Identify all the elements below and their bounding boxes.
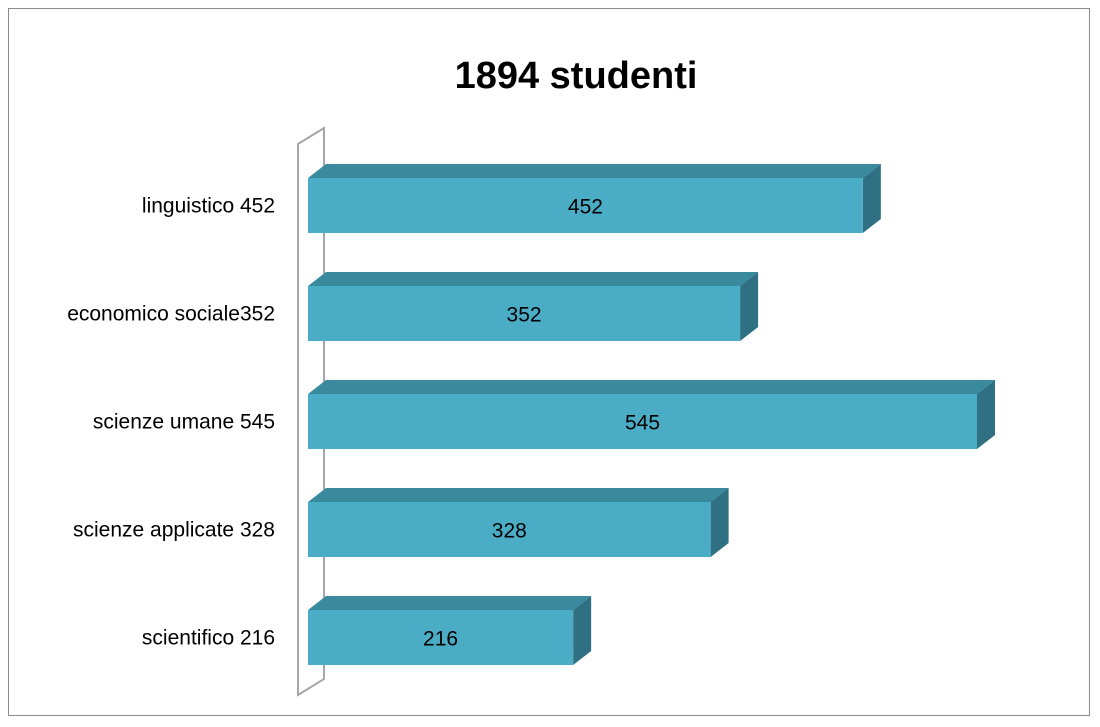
bar-side-face xyxy=(710,488,729,557)
bar-side-face xyxy=(573,596,592,665)
category-label: linguistico 452 xyxy=(142,195,275,218)
data-label: 452 xyxy=(568,196,603,219)
chart-title: 1894 studenti xyxy=(455,55,698,97)
category-label: scientifico 216 xyxy=(142,627,275,650)
bar-top-face xyxy=(308,596,592,610)
bar-front-face xyxy=(308,178,863,233)
category-label: economico sociale352 xyxy=(67,303,275,326)
category-labels: linguistico 452 economico sociale352 scien… xyxy=(67,195,275,650)
category-axis-wall xyxy=(297,126,325,697)
bar-side-face xyxy=(977,380,995,449)
category-label: scienze umane 545 xyxy=(93,411,275,434)
bar-5 xyxy=(308,596,592,665)
category-label: scienze applicate 328 xyxy=(73,519,275,542)
bar-top-face xyxy=(308,272,759,286)
bar-3 xyxy=(308,380,995,449)
bars: 452 352 545 328 216 xyxy=(308,164,995,665)
bar-front-face xyxy=(308,502,711,557)
data-label: 545 xyxy=(625,412,660,435)
bar-1 xyxy=(308,164,881,233)
data-label: 216 xyxy=(423,628,458,651)
bar-front-face xyxy=(308,286,741,341)
data-label: 352 xyxy=(507,304,542,327)
axis-wall-outline xyxy=(297,126,325,697)
bar-top-face xyxy=(308,164,881,178)
bar-top-face xyxy=(308,488,729,502)
bar-side-face xyxy=(862,164,881,233)
bar-top-face xyxy=(308,380,995,394)
bar-4 xyxy=(308,488,729,557)
bar-side-face xyxy=(740,272,759,341)
bar-2 xyxy=(308,272,759,341)
bar-front-face xyxy=(308,394,977,449)
data-label: 328 xyxy=(492,520,527,543)
bar-front-face xyxy=(308,610,574,665)
